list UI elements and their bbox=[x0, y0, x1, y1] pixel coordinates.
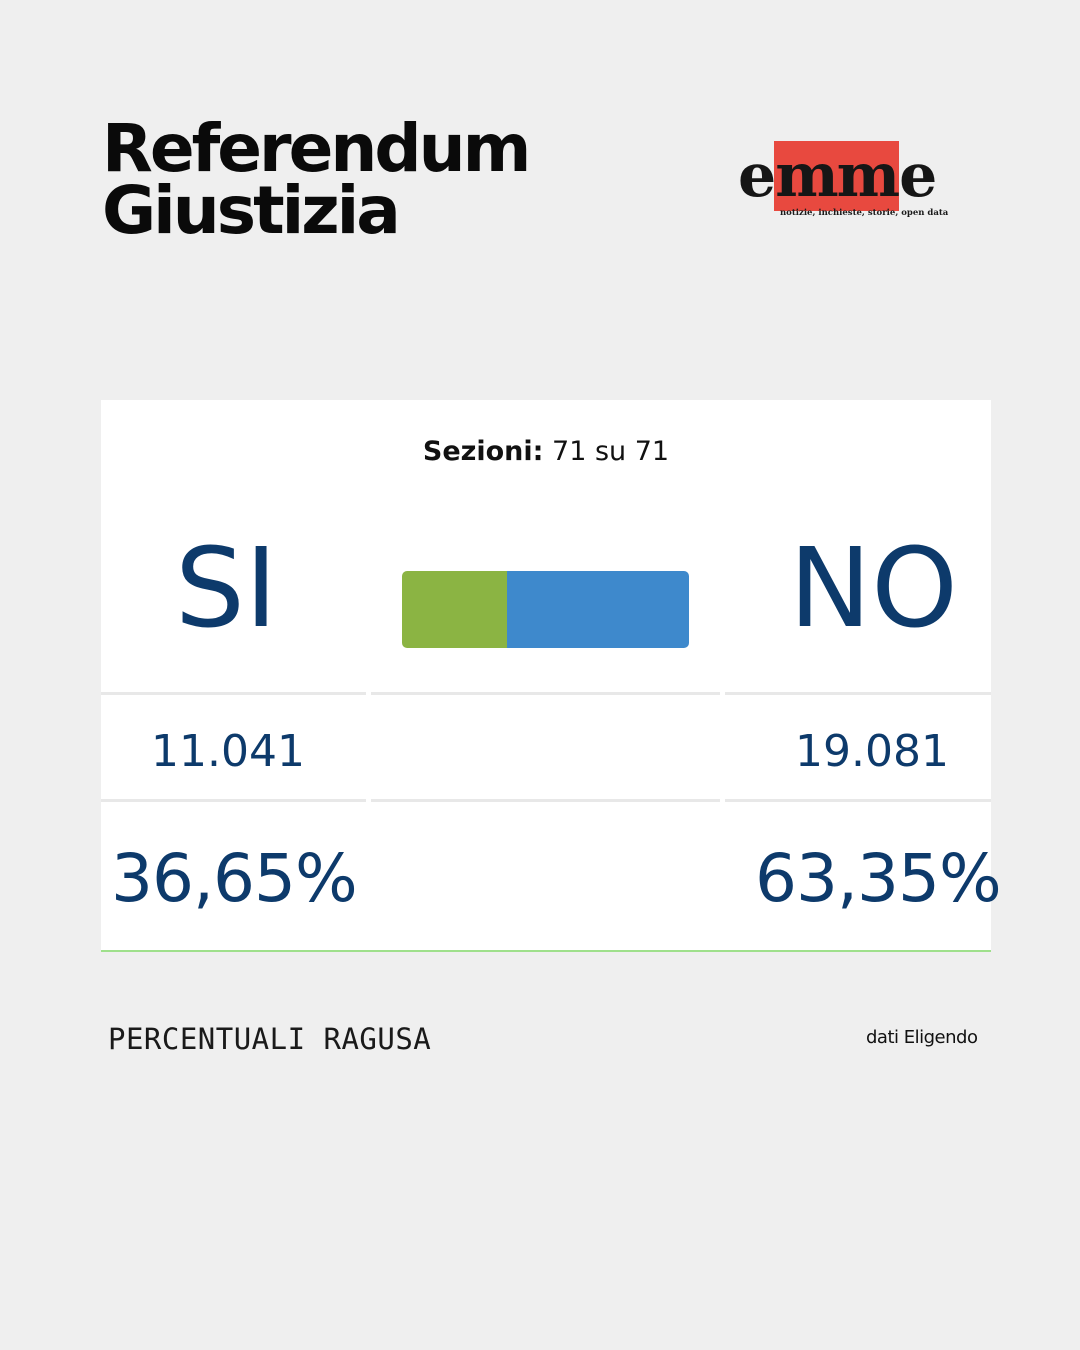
caption: PERCENTUALI RAGUSA bbox=[108, 1022, 432, 1056]
result-bar bbox=[402, 571, 689, 648]
logo-tagline: notizie, inchieste, storie, open data bbox=[780, 208, 949, 218]
no-label: NO bbox=[789, 524, 958, 652]
data-source: dati Eligendo bbox=[866, 1027, 978, 1048]
divider bbox=[371, 692, 720, 695]
divider bbox=[101, 799, 366, 802]
logo-highlight: mm bbox=[774, 141, 900, 211]
divider bbox=[725, 692, 991, 695]
logo-suffix: e bbox=[899, 141, 937, 211]
sections-counter: Sezioni: 71 su 71 bbox=[101, 436, 991, 467]
title-line-2: Giustizia bbox=[102, 172, 401, 249]
result-bar-si bbox=[402, 571, 508, 648]
lettera-emme-logo: lettera emme notizie, inchieste, storie,… bbox=[738, 140, 978, 224]
title-line-1: Referendum bbox=[102, 110, 531, 187]
page-title: Referendum Giustizia bbox=[102, 110, 531, 249]
logo-wordmark: emme bbox=[738, 141, 937, 211]
no-votes: 19.081 bbox=[795, 726, 949, 777]
results-card: Sezioni: 71 su 71 SI NO 11.041 19.081 36… bbox=[101, 400, 1002, 952]
si-label: SI bbox=[175, 524, 278, 652]
no-percent: 63,35% bbox=[755, 840, 1002, 917]
divider bbox=[725, 799, 991, 802]
divider bbox=[101, 692, 366, 695]
si-percent: 36,65% bbox=[111, 840, 358, 917]
result-bar-no bbox=[507, 571, 689, 648]
divider bbox=[371, 799, 720, 802]
sections-label: Sezioni: bbox=[422, 436, 544, 467]
si-votes: 11.041 bbox=[151, 726, 305, 777]
sections-value: 71 su 71 bbox=[552, 436, 670, 467]
logo-prefix: e bbox=[738, 141, 776, 211]
